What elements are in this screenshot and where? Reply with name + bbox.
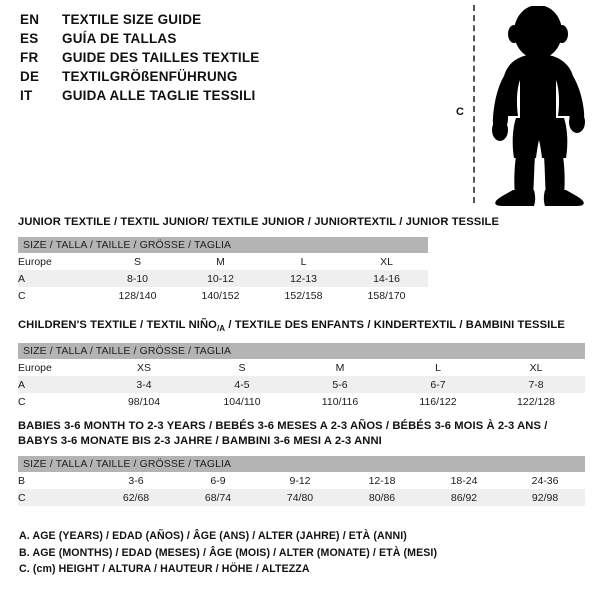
language-code: FR [20, 50, 39, 65]
table-row: Europe XS S M L XL [18, 359, 586, 377]
table-cell: M [291, 359, 389, 377]
children-size-table: SIZE / TALLA / TAILLE / GRÖSSE / TAGLIA … [18, 343, 586, 411]
row-label: A [18, 376, 95, 394]
language-row: EN TEXTILE SIZE GUIDE [20, 12, 440, 31]
table-cell: 86/92 [423, 489, 505, 506]
table-cell: 92/98 [505, 489, 586, 506]
table-cell: L [389, 359, 487, 377]
table-cell: 110/116 [291, 393, 389, 411]
section-title-post: / TEXTILE DES ENFANTS / KINDERTEXTIL / B… [225, 319, 565, 331]
size-band-label: SIZE / TALLA / TAILLE / GRÖSSE / TAGLIA [18, 237, 429, 253]
table-cell: 128/140 [96, 287, 179, 304]
table-row: A 8-10 10-12 12-13 14-16 [18, 270, 429, 287]
section-babies-textile: BABIES 3-6 MONTH TO 2-3 YEARS / BEBÉS 3-… [18, 419, 586, 506]
toddler-silhouette-icon [492, 6, 585, 206]
section-title-line-1: BABIES 3-6 MONTH TO 2-3 YEARS / BEBÉS 3-… [18, 420, 548, 432]
table-cell: 14-16 [345, 270, 429, 287]
table-row: B 3-6 6-9 9-12 12-18 18-24 24-36 [18, 472, 586, 489]
language-row: IT GUIDA ALLE TAGLIE TESSILI [20, 88, 440, 107]
section-title-line-2: BABYS 3-6 MONATE BIS 2-3 JAHRE / BAMBINI… [18, 435, 382, 447]
row-label: C [18, 287, 96, 304]
legend-line-b: B. AGE (MONTHS) / EDAD (MESES) / ÂGE (MO… [19, 546, 438, 559]
table-cell: 6-9 [177, 472, 259, 489]
size-band-label: SIZE / TALLA / TAILLE / GRÖSSE / TAGLIA [18, 343, 586, 360]
row-label: Europe [18, 253, 96, 270]
table-cell: S [193, 359, 291, 377]
section-junior-textile: JUNIOR TEXTILE / TEXTIL JUNIOR/ TEXTILE … [18, 215, 499, 304]
table-cell: 68/74 [177, 489, 259, 506]
table-cell: 5-6 [291, 376, 389, 394]
table-cell: M [179, 253, 262, 270]
table-cell: 8-10 [96, 270, 179, 287]
section-title-subscript: /A [216, 324, 226, 334]
table-band-row: SIZE / TALLA / TAILLE / GRÖSSE / TAGLIA [18, 456, 586, 472]
language-header: EN TEXTILE SIZE GUIDE ES GUÍA DE TALLAS … [20, 12, 440, 107]
row-label: A [18, 270, 96, 287]
table-cell: 104/110 [193, 393, 291, 411]
table-cell: 3-6 [95, 472, 177, 489]
table-row: C 62/68 68/74 74/80 80/86 86/92 92/98 [18, 489, 586, 506]
language-title: GUIDA ALLE TAGLIE TESSILI [62, 88, 256, 103]
section-title-pre: CHILDREN'S TEXTILE / TEXTIL NIÑO [18, 319, 217, 331]
table-cell: 3-4 [95, 376, 193, 394]
table-cell: 18-24 [423, 472, 505, 489]
height-dashed-line [473, 5, 475, 203]
section-title: CHILDREN'S TEXTILE / TEXTIL NIÑO/A / TEX… [18, 318, 585, 336]
language-code: ES [20, 31, 39, 46]
section-childrens-textile: CHILDREN'S TEXTILE / TEXTIL NIÑO/A / TEX… [18, 318, 586, 411]
table-cell: 158/170 [345, 287, 429, 304]
table-row: C 98/104 104/110 110/116 116/122 122/128 [18, 393, 586, 411]
table-cell: 7-8 [487, 376, 586, 394]
table-row: A 3-4 4-5 5-6 6-7 7-8 [18, 376, 586, 394]
language-title: GUIDE DES TAILLES TEXTILE [62, 50, 260, 65]
height-measure-label: C [456, 106, 464, 118]
table-cell: 122/128 [487, 393, 586, 411]
table-cell: 116/122 [389, 393, 487, 411]
table-cell: 152/158 [262, 287, 345, 304]
language-title: TEXTILE SIZE GUIDE [62, 12, 202, 27]
language-row: DE TEXTILGRÖßENFÜHRUNG [20, 69, 440, 88]
language-title: TEXTILGRÖßENFÜHRUNG [62, 69, 238, 84]
table-cell: 12-13 [262, 270, 345, 287]
table-cell: XL [487, 359, 586, 377]
row-label: Europe [18, 359, 95, 377]
legend-line-a: A. AGE (YEARS) / EDAD (AÑOS) / ÂGE (ANS)… [19, 530, 407, 542]
size-band-label: SIZE / TALLA / TAILLE / GRÖSSE / TAGLIA [18, 456, 586, 472]
table-row: C 128/140 140/152 152/158 158/170 [18, 287, 429, 304]
table-cell: 10-12 [179, 270, 262, 287]
table-row: Europe S M L XL [18, 253, 429, 270]
table-band-row: SIZE / TALLA / TAILLE / GRÖSSE / TAGLIA [18, 237, 429, 253]
babies-size-table: SIZE / TALLA / TAILLE / GRÖSSE / TAGLIA … [18, 456, 586, 506]
table-cell: 140/152 [179, 287, 262, 304]
table-band-row: SIZE / TALLA / TAILLE / GRÖSSE / TAGLIA [18, 343, 586, 360]
table-cell: 80/86 [341, 489, 423, 506]
table-cell: L [262, 253, 345, 270]
row-label: C [18, 489, 95, 506]
legend-line-c: C. (cm) HEIGHT / ALTURA / HAUTEUR / HÖHE… [19, 563, 310, 575]
table-cell: 24-36 [505, 472, 586, 489]
table-cell: XL [345, 253, 429, 270]
measurement-legend: A. AGE (YEARS) / EDAD (AÑOS) / ÂGE (ANS)… [19, 528, 437, 578]
language-code: EN [20, 12, 40, 27]
table-cell: 12-18 [341, 472, 423, 489]
table-cell: 62/68 [95, 489, 177, 506]
language-code: IT [20, 88, 33, 103]
table-cell: 74/80 [259, 489, 341, 506]
table-cell: S [96, 253, 179, 270]
table-cell: 9-12 [259, 472, 341, 489]
height-measurement-figure: C [448, 0, 600, 212]
row-label: C [18, 393, 95, 411]
language-title: GUÍA DE TALLAS [62, 31, 177, 46]
table-cell: 98/104 [95, 393, 193, 411]
junior-size-table: SIZE / TALLA / TAILLE / GRÖSSE / TAGLIA … [18, 237, 429, 304]
row-label: B [18, 472, 95, 489]
section-title: JUNIOR TEXTILE / TEXTIL JUNIOR/ TEXTILE … [18, 216, 500, 228]
table-cell: XS [95, 359, 193, 377]
table-cell: 6-7 [389, 376, 487, 394]
language-code: DE [20, 69, 40, 84]
language-row: ES GUÍA DE TALLAS [20, 31, 440, 50]
language-row: FR GUIDE DES TAILLES TEXTILE [20, 50, 440, 69]
table-cell: 4-5 [193, 376, 291, 394]
